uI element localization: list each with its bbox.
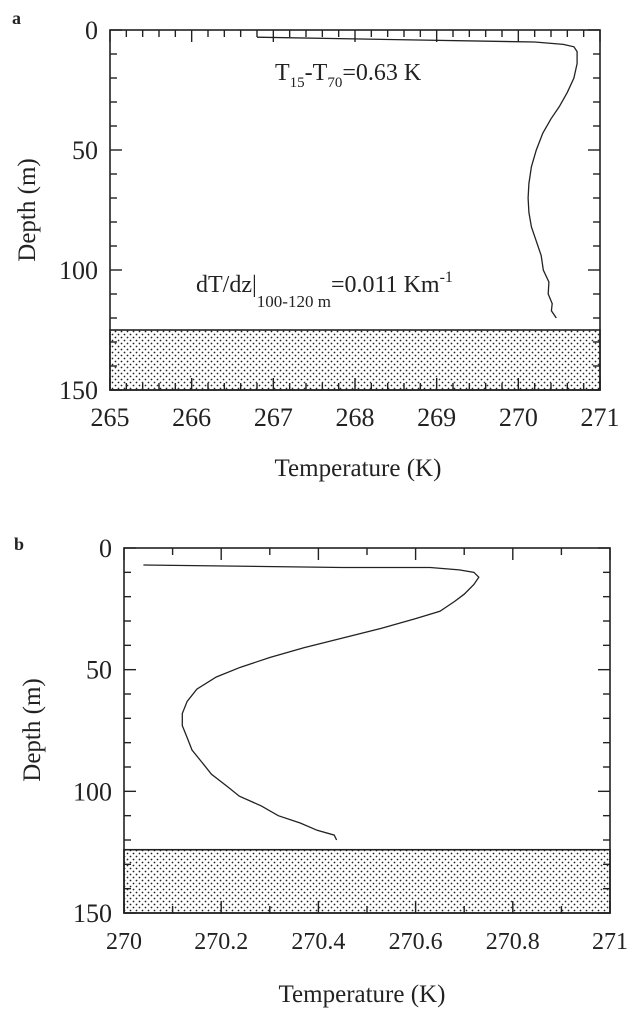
panel-a-ticks: 265 266 267 268 269 270 271 0 50 100 150: [59, 16, 620, 432]
x-tick-label: 265: [91, 403, 130, 432]
panel-a: a 265 266 267 268 269 270 271 0 50 100 150 T15-T70…: [12, 8, 620, 482]
y-tick-label: 50: [72, 136, 98, 165]
panel-b-x-axis-label: Temperature (K): [279, 981, 446, 1008]
panel-a-annotation-gradient-diff: T15-T70=0.63 K: [275, 60, 422, 91]
x-tick-label: 270.6: [389, 929, 443, 955]
y-tick-label: 100: [59, 256, 98, 285]
y-tick-label: 0: [99, 534, 112, 563]
panel-b: b 270 270.2 270.4 270.6 270.8 271 0 50 100 150 Te…: [14, 534, 628, 1008]
y-tick-label: 0: [85, 16, 98, 45]
x-tick-label: 271: [581, 403, 620, 432]
panel-a-label: a: [12, 8, 21, 28]
x-tick-label: 270.8: [486, 929, 540, 955]
panel-b-temperature-profile: [143, 564, 480, 841]
x-tick-label: 270.4: [291, 929, 345, 955]
y-tick-label: 50: [86, 656, 112, 685]
panel-b-label: b: [14, 534, 24, 554]
panel-a-temperature-profile: [256, 36, 578, 319]
y-tick-label: 100: [73, 777, 112, 806]
x-tick-label: 270.2: [194, 929, 248, 955]
y-tick-label: 150: [59, 376, 98, 405]
x-tick-label: 271: [592, 929, 628, 955]
panel-a-y-axis-label: Depth (m): [14, 158, 41, 261]
x-tick-label: 270: [499, 403, 538, 432]
panel-b-ticks: 270 270.2 270.4 270.6 270.8 271 0 50 100 150: [73, 534, 628, 955]
panel-a-annotation-lapse-rate: dT/dz|100-120 m=0.011 Km-1: [196, 269, 453, 311]
x-tick-label: 268: [336, 403, 375, 432]
x-tick-label: 269: [417, 403, 456, 432]
x-tick-label: 267: [254, 403, 293, 432]
panel-a-x-axis-label: Temperature (K): [275, 455, 442, 482]
panel-b-seafloor: [123, 848, 611, 914]
y-tick-label: 150: [73, 899, 112, 928]
panel-b-y-axis-label: Depth (m): [19, 678, 46, 781]
x-tick-label: 270: [106, 929, 142, 955]
x-tick-label: 266: [172, 403, 211, 432]
